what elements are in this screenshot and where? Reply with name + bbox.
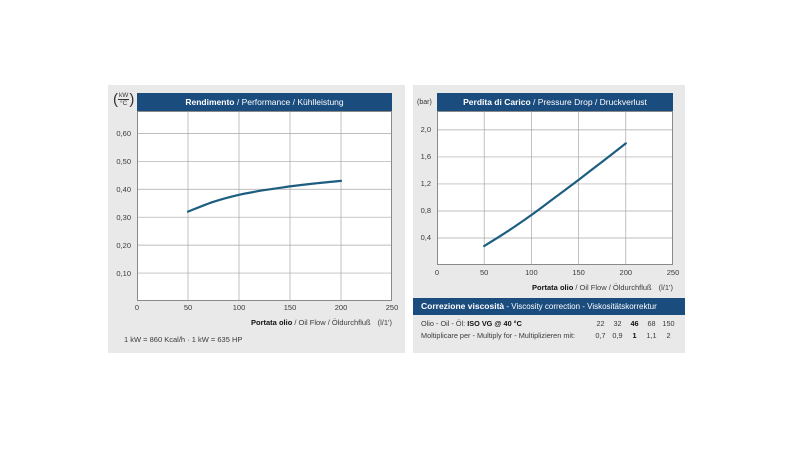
x-tick-label: 150 [572, 268, 585, 277]
performance-plot-area [137, 111, 392, 301]
chart-title-performance: Rendimento / Performance / Kühlleistung [137, 93, 392, 111]
power-conversion-note: 1 kW = 860 Kcal/h · 1 kW = 635 HP [124, 335, 243, 344]
y-tick-label: 0,20 [116, 240, 131, 250]
x-tick-label: 100 [232, 303, 246, 312]
y-axis-ticks: 0,4 0,8 1,2 1,6 2,0 [413, 111, 434, 265]
x-tick-label: 50 [183, 303, 193, 312]
x-tick-label: 200 [334, 303, 348, 312]
y-tick-label: 0,40 [116, 184, 131, 194]
y-tick-label: 1,2 [420, 179, 431, 189]
pressure-drop-plot-area [437, 111, 673, 265]
paren-close: ) [129, 91, 135, 108]
x-tick-label: 50 [480, 268, 489, 277]
y-tick-label: 0,30 [116, 212, 131, 222]
y-tick-label: 0,10 [116, 268, 131, 278]
y-tick-label: 0,50 [116, 156, 131, 166]
oil-grade-values: 22 32 46 68 150 [596, 319, 675, 328]
x-tick-label: 0 [134, 303, 140, 312]
multiplier-values: 0,7 0,9 1 1,1 2 [595, 331, 671, 340]
y-tick-label: 2,0 [420, 125, 431, 135]
x-tick-label: 100 [525, 268, 538, 277]
pressure-drop-panel: (bar) Perdita di Carico / Pressure Drop … [413, 85, 685, 353]
x-axis-label: Portata olio / Oil Flow / Öldurchfluß (l/… [251, 318, 392, 327]
viscosity-correction-table: Correzione viscosità - Viscosity correct… [413, 298, 685, 353]
chart-title-pressure-drop: Perdita di Carico / Pressure Drop / Druc… [437, 93, 673, 111]
y-tick-label: 0,60 [116, 128, 131, 138]
x-axis-ticks: 0 50 100 150 200 250 [135, 303, 398, 313]
y-axis-ticks: 0,10 0,20 0,30 0,40 0,50 0,60 [108, 111, 134, 301]
x-tick-label: 150 [283, 303, 297, 312]
paren-open: ( [113, 91, 118, 108]
performance-chart-panel: ( kW °C ) Rendimento / Performance / Küh… [108, 85, 405, 353]
y-tick-label: 0,4 [420, 233, 431, 243]
viscosity-grade-row: Olio - Oil - Öl: ISO VG @ 40 °C 22 32 46… [421, 319, 677, 328]
x-tick-label: 250 [385, 303, 399, 312]
y-axis-unit-label: (bar) [417, 99, 432, 106]
x-tick-label: 0 [434, 268, 440, 277]
kw-per-degc-fraction: kW °C [118, 92, 130, 107]
x-axis-label: Portata olio / Oil Flow / Öldurchfluß (l/… [532, 283, 673, 292]
data-curve [186, 179, 343, 213]
multiplier-label: Moltiplicare per - Multiply for - Multip… [421, 331, 576, 340]
viscosity-table-header: Correzione viscosità - Viscosity correct… [413, 298, 685, 315]
oil-grade-label: Olio - Oil - Öl: ISO VG @ 40 °C [421, 319, 522, 328]
multiplier-row: Moltiplicare per - Multiply for - Multip… [421, 331, 677, 340]
y-tick-label: 1,6 [420, 152, 431, 162]
x-axis-ticks: 0 50 100 150 200 250 [435, 268, 679, 278]
y-tick-label: 0,8 [420, 206, 431, 216]
y-axis-unit-label: ( kW °C ) [113, 92, 134, 107]
x-tick-label: 250 [666, 268, 680, 277]
x-tick-label: 200 [619, 268, 633, 277]
data-curve [483, 142, 627, 248]
